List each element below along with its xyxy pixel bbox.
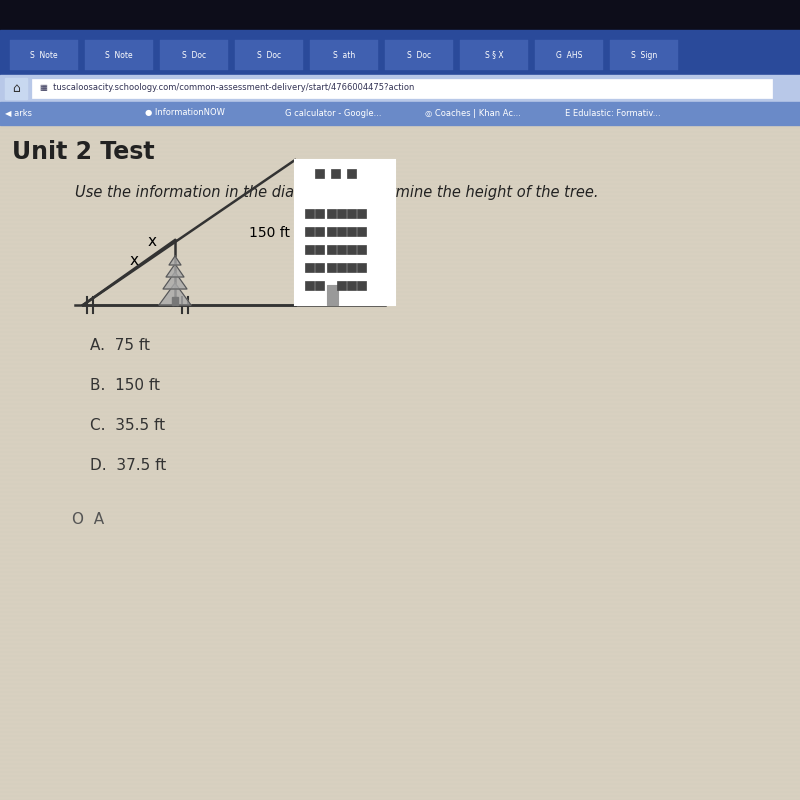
Bar [85,40,153,70]
Bar [315,227,324,236]
Bar [535,40,603,70]
Bar [315,263,324,272]
Polygon shape [163,272,187,289]
Text: S  Doc: S Doc [407,50,431,59]
Bar [315,245,324,254]
Bar [347,281,356,290]
Bar [327,209,336,218]
Bar [0,75,800,102]
Bar [0,30,800,75]
Bar [347,263,356,272]
Text: G calculator - Google...: G calculator - Google... [285,109,382,118]
Bar [327,245,336,254]
Bar [337,263,346,272]
Bar [0,125,800,800]
Bar [357,263,366,272]
Bar [5,78,27,99]
Polygon shape [166,264,184,277]
Bar [357,281,366,290]
Text: x: x [148,234,157,249]
Bar [327,285,338,305]
Bar [315,209,324,218]
Text: Unit 2 Test: Unit 2 Test [12,140,154,164]
Text: 150 ft: 150 ft [249,226,290,240]
Text: S  Doc: S Doc [182,50,206,59]
Text: D.  37.5 ft: D. 37.5 ft [90,458,166,473]
Bar [310,40,378,70]
Text: C.  35.5 ft: C. 35.5 ft [90,418,165,433]
Bar [610,40,678,70]
Bar [385,40,453,70]
Bar [235,40,303,70]
Bar [357,227,366,236]
Bar [305,227,314,236]
Bar [327,227,336,236]
Bar [347,227,356,236]
Bar [315,281,324,290]
Text: ▦  tuscaloosacity.schoology.com/common-assessment-delivery/start/4766004475?acti: ▦ tuscaloosacity.schoology.com/common-as… [40,83,414,93]
Bar [160,40,228,70]
Bar [305,245,314,254]
Text: S  Note: S Note [105,50,133,59]
Bar [347,209,356,218]
Polygon shape [169,256,181,265]
Text: S  ath: S ath [333,50,355,59]
Text: O  A: O A [72,513,104,527]
Bar [305,209,314,218]
Text: ◎ Coaches | Khan Ac...: ◎ Coaches | Khan Ac... [425,109,521,118]
Bar [337,281,346,290]
Text: ⌂: ⌂ [12,82,20,94]
Text: E Edulastic: Formativ...: E Edulastic: Formativ... [565,109,661,118]
Text: B.  150 ft: B. 150 ft [90,378,160,393]
Bar [347,169,356,178]
Text: S  Note: S Note [30,50,58,59]
Text: S  Doc: S Doc [257,50,281,59]
Text: ◀ arks: ◀ arks [5,109,32,118]
Bar [172,297,178,305]
Bar [331,169,340,178]
Text: A.  75 ft: A. 75 ft [90,338,150,353]
Bar [10,40,78,70]
Bar [337,209,346,218]
Text: G  AHS: G AHS [556,50,582,59]
Bar [305,263,314,272]
Bar [337,227,346,236]
Bar [337,245,346,254]
Bar [305,281,314,290]
Text: Use the information in the diagram to determine the height of the tree.: Use the information in the diagram to de… [75,185,598,200]
Bar [295,160,395,305]
Bar [327,263,336,272]
Bar [0,0,800,30]
Text: x: x [130,253,138,268]
Bar [357,209,366,218]
Bar [32,79,772,98]
Text: ● InformationNOW: ● InformationNOW [145,109,225,118]
Polygon shape [159,283,191,305]
Text: S § X: S § X [485,50,503,59]
Bar [0,102,800,125]
Bar [315,169,324,178]
Bar [460,40,528,70]
Text: S  Sign: S Sign [631,50,657,59]
Bar [357,245,366,254]
Bar [347,245,356,254]
